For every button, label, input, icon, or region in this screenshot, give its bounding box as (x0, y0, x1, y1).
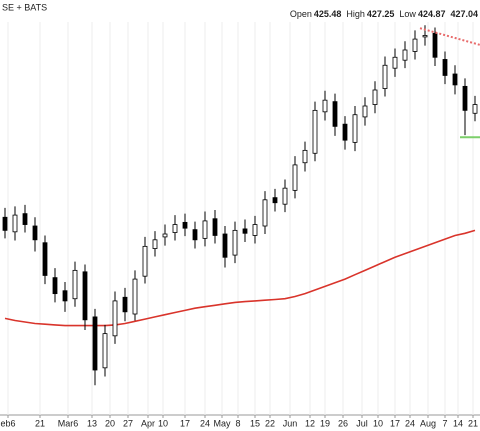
x-tick-label: 17 (390, 418, 400, 428)
candle-body (102, 333, 108, 369)
x-tick-label: 15 (250, 418, 260, 428)
candle-body (442, 59, 448, 76)
candle-body (342, 123, 348, 141)
candle-body (422, 35, 428, 38)
candle-body (32, 225, 38, 241)
candle-body (312, 109, 318, 154)
candle-body (252, 224, 258, 236)
x-tick-label: Mar6 (58, 418, 79, 428)
candle-body (82, 271, 88, 321)
x-tick-label: 7 (442, 418, 447, 428)
candle-body (122, 296, 128, 313)
candle-body (52, 277, 58, 295)
candle-body (352, 114, 358, 143)
quote: Open 425.48 High 427.25 Low 424.87 427.04 (290, 9, 478, 19)
quote-label: Low (399, 9, 416, 19)
quote-value: 424.87 (418, 9, 446, 19)
candle-body (402, 49, 408, 61)
x-tick-label: Apr (141, 418, 155, 428)
candle-body (462, 85, 468, 111)
x-tick-label: 24 (405, 418, 415, 428)
last-value: 427.04 (450, 9, 478, 19)
exchange-label: SE + BATS (2, 2, 47, 12)
candle-body (472, 104, 478, 114)
candle-body (412, 38, 418, 52)
candle-body (362, 105, 368, 118)
x-tick-label: Jun (283, 418, 298, 428)
candle-body (322, 99, 328, 113)
candle-body (242, 228, 248, 234)
x-tick-label: 8 (235, 418, 240, 428)
candle-body (452, 73, 458, 86)
candle-body (302, 149, 308, 164)
candle-body (232, 229, 238, 256)
candle-body (42, 242, 48, 276)
x-tick-label: Jul (356, 418, 368, 428)
x-tick-label: 27 (123, 418, 133, 428)
candle-body (72, 269, 78, 300)
candle-body (192, 229, 198, 241)
quote-value: 425.48 (314, 9, 342, 19)
candle-body (112, 300, 118, 337)
candle-body (282, 187, 288, 205)
candle-body (132, 278, 138, 315)
candle-body (292, 164, 298, 191)
candle-body (12, 214, 18, 233)
x-tick-label: 12 (305, 418, 315, 428)
x-tick-label: 19 (320, 418, 330, 428)
x-tick-label: 24 (200, 418, 210, 428)
candle-body (392, 56, 398, 69)
x-tick-label: 20 (105, 418, 115, 428)
candle-body (62, 290, 68, 302)
candle-body (332, 101, 338, 127)
candle-body (92, 316, 98, 371)
candle-body (372, 89, 378, 105)
x-tick-label: eb6 (0, 418, 15, 428)
quote-label: High (346, 9, 365, 19)
candle-body (202, 220, 208, 239)
x-tick-label: 10 (373, 418, 383, 428)
x-tick-label: 21 (468, 418, 478, 428)
x-tick-label: Aug (420, 418, 436, 428)
x-tick-label: 14 (453, 418, 463, 428)
candle-body (22, 213, 28, 225)
candle-body (382, 64, 388, 89)
moving-average (4, 229, 476, 327)
candle-body (152, 239, 158, 249)
candle-body (212, 218, 218, 236)
candle-body (432, 32, 438, 58)
candle-body (162, 233, 168, 238)
candle-body (182, 221, 188, 229)
candle-body (272, 197, 278, 204)
x-tick-label: 13 (87, 418, 97, 428)
quote-label: Open (290, 9, 312, 19)
x-tick-label: 10 (158, 418, 168, 428)
candle-body (262, 199, 268, 227)
x-tick-label: 26 (338, 418, 348, 428)
candle-body (142, 245, 148, 277)
x-tick-label: 17 (180, 418, 190, 428)
x-tick-label: 21 (35, 418, 45, 428)
candle-body (172, 224, 178, 233)
candle-body (2, 216, 8, 231)
candle-body (222, 233, 228, 258)
x-tick-label: 22 (265, 418, 275, 428)
quote-value: 427.25 (367, 9, 395, 19)
x-tick-label: May (213, 418, 231, 428)
